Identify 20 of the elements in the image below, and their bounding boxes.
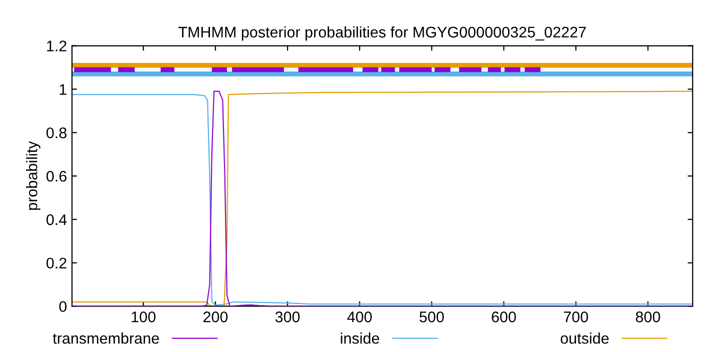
x-tick-label: 500: [420, 312, 444, 322]
y-tick-label: 0.2: [46, 258, 66, 269]
x-tick-label: 300: [275, 312, 300, 322]
y-tick-label: 1: [60, 84, 66, 95]
chart-title: TMHMM posterior probabilities for MGYG000000325_02227: [178, 26, 586, 41]
legend-label: inside: [340, 332, 380, 344]
x-tick-label: 700: [564, 312, 588, 322]
x-tick-label: 100: [132, 312, 156, 322]
legend-label: transmembrane: [52, 332, 159, 344]
x-tick-label: 800: [636, 312, 660, 322]
y-tick-label: 0: [59, 301, 67, 312]
x-tick-label: 600: [492, 312, 516, 322]
y-axis-title: probability: [26, 141, 40, 210]
legend-label: outside: [560, 332, 609, 344]
y-tick-label: 0.8: [46, 127, 66, 138]
y-tick-label: 1.2: [47, 40, 66, 52]
x-tick-label: 400: [347, 312, 372, 322]
y-tick-label: 0.4: [46, 214, 67, 226]
x-tick-label: 200: [203, 312, 228, 322]
y-tick-label: 0.6: [46, 170, 66, 182]
